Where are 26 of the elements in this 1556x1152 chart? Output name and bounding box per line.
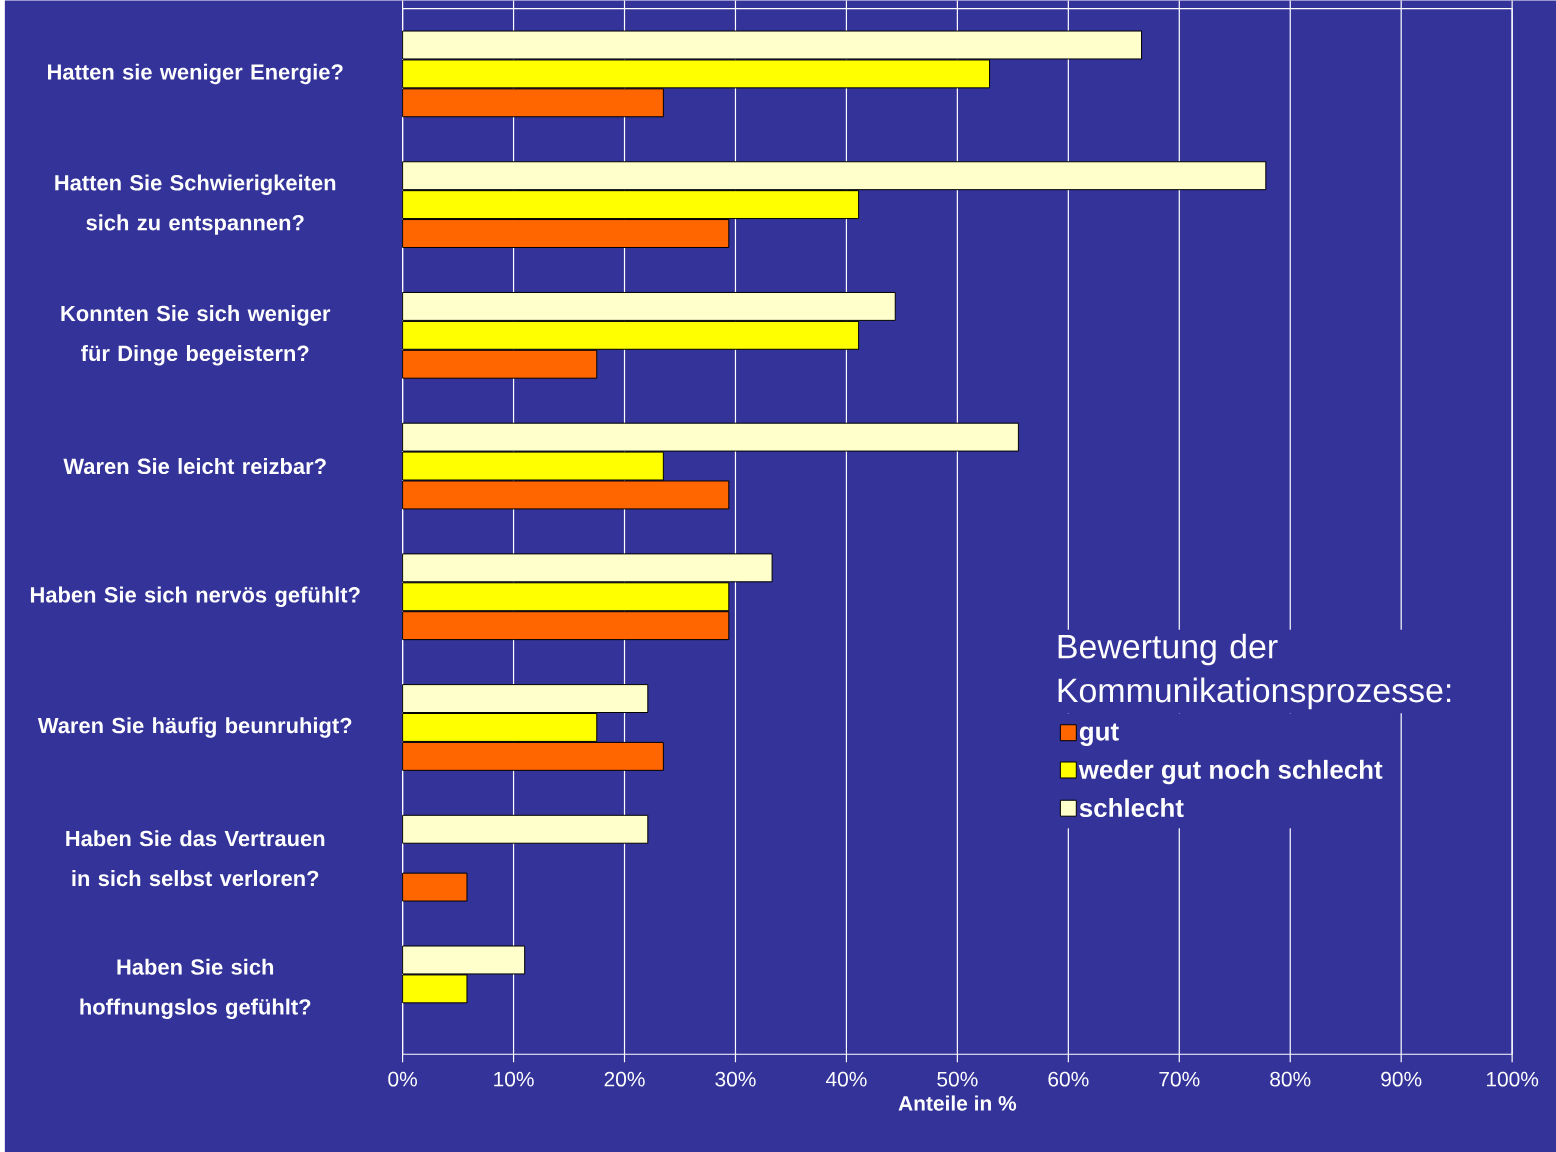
y-tick-label: Hatten sie weniger Energie? [48,63,343,85]
x-tick-label: 30% [715,1071,756,1087]
x-tick-label: 100% [1486,1071,1539,1087]
bar [402,872,468,902]
y-tick-label: Waren Sie leicht reizbar? [63,458,326,475]
x-tick-label: 20% [604,1071,645,1087]
legend-label: weder gut noch schlecht [1078,759,1383,785]
y-tick-label: Konnten Sie sich weniger für Dinge begeistern? [61,305,331,366]
x-tick-label: 40% [825,1071,867,1087]
y-tick-label: Haben Sie das Vertrauen in sich selbst verloren? [66,830,325,887]
x-tick-label: 70% [1159,1071,1200,1087]
x-tick-label: 60% [1048,1071,1089,1087]
legend-label: schlecht [1079,798,1184,818]
x-tick-label: 80% [1270,1071,1311,1087]
x-tick-label: 10% [494,1071,534,1087]
legend-title: Bewertung der Kommunikationsprozesse: [1058,633,1451,710]
x-tick-label: 90% [1381,1071,1422,1087]
y-tick-label: Haben Sie sich nervös gefühlt? [30,586,360,608]
y-tick-label: Haben Sie sich hoffnungslos gefühlt? [80,958,311,1020]
x-tick-label: 0% [388,1071,417,1087]
y-tick-label: Waren Sie häufig beunruhigt? [37,717,352,738]
bar [402,814,649,844]
x-axis-title: Anteile in % [898,1095,1017,1111]
x-tick-label: 50% [937,1071,978,1087]
y-tick-label: Hatten Sie Schwierigkeiten sich zu entspannen? [55,174,336,235]
legend-label: gut [1079,723,1119,746]
